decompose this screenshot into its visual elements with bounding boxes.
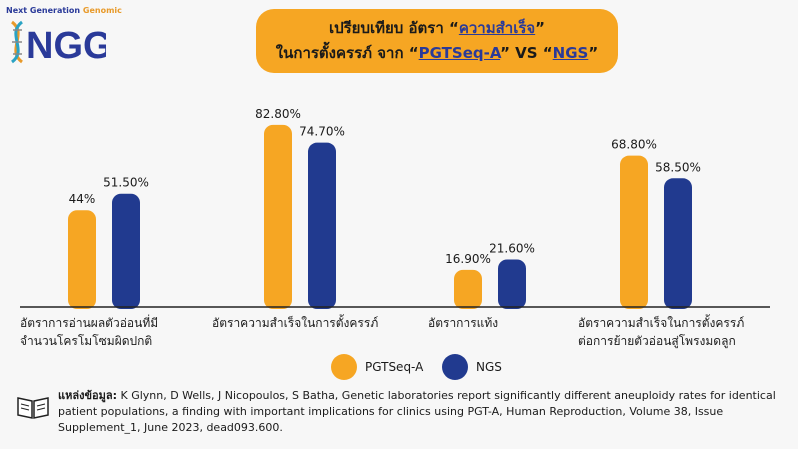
title-text: ” <box>535 19 546 37</box>
logo-tagline-part1: Next Generation <box>6 6 83 15</box>
title-highlight: ความสำเร็จ <box>458 19 536 37</box>
data-label-ngs-0: 51.50% <box>103 176 149 190</box>
legend-swatch-ngs <box>442 354 468 380</box>
category-label-line: อัตราการอ่านผลตัวอ่อนที่มี <box>20 316 159 330</box>
legend-item-ngs: NGS <box>442 354 502 380</box>
legend-label-pgtseq: PGTSeq-A <box>365 360 424 374</box>
bar-pgtseq-3 <box>620 155 648 309</box>
legend-label-ngs: NGS <box>476 360 502 374</box>
data-label-pgtseq-2: 16.90% <box>445 252 491 266</box>
dna-logo-icon: NGG <box>10 20 106 66</box>
category-label-line: อัตราความสำเร็จในการตั้งครรภ์ <box>578 316 745 330</box>
title-line-2: ในการตั้งครรภ์ จาก “PGTSeq-A” VS “NGS” <box>256 41 618 66</box>
logo-tagline: Next Generation Genomic <box>6 6 122 15</box>
logo: Next Generation Genomic NGG <box>6 6 122 66</box>
source-text: K Glynn, D Wells, J Nicopoulos, S Batha,… <box>58 389 776 434</box>
title-text: เปรียบเทียบ อัตรา “ <box>328 19 459 37</box>
category-label-1: อัตราความสำเร็จในการตั้งครรภ์ <box>212 314 378 332</box>
legend-swatch-pgtseq <box>331 354 357 380</box>
category-label-line: จำนวนโครโมโซมผิดปกติ <box>20 334 153 348</box>
source-label: แหล่งข้อมูล: <box>58 389 117 402</box>
data-label-ngs-2: 21.60% <box>489 241 535 255</box>
data-label-pgtseq-0: 44% <box>69 192 96 206</box>
title-text: ในการตั้งครรภ์ จาก “ <box>275 44 419 62</box>
data-label-ngs-1: 74.70% <box>299 125 345 139</box>
book-icon <box>17 397 49 419</box>
chart-title: เปรียบเทียบ อัตรา “ความสำเร็จ” ในการตั้ง… <box>256 9 618 73</box>
data-label-ngs-3: 58.50% <box>655 160 701 174</box>
bar-ngs-2 <box>498 259 526 309</box>
category-label-3: อัตราความสำเร็จในการตั้งครรภ์ต่อการย้ายต… <box>578 314 744 350</box>
category-label-line: อัตราการแท้ง <box>428 316 499 330</box>
title-highlight-ngs: NGS <box>552 44 589 62</box>
title-text: ” VS “ <box>500 44 553 62</box>
legend-item-pgtseq: PGTSeq-A <box>331 354 423 380</box>
title-line-1: เปรียบเทียบ อัตรา “ความสำเร็จ” <box>256 16 618 41</box>
category-label-2: อัตราการแท้ง <box>428 314 498 332</box>
data-label-pgtseq-1: 82.80% <box>255 107 301 121</box>
bar-ngs-3 <box>664 178 692 309</box>
logo-tagline-part2: Genomic <box>82 6 122 15</box>
bar-ngs-1 <box>308 142 336 309</box>
category-label-0: อัตราการอ่านผลตัวอ่อนที่มีจำนวนโครโมโซมผ… <box>20 314 158 350</box>
category-label-line: ต่อการย้ายตัวอ่อนสู่โพรงมดลูก <box>578 334 736 348</box>
category-label-line: อัตราความสำเร็จในการตั้งครรภ์ <box>212 316 379 330</box>
title-text: ” <box>588 44 599 62</box>
logo-letters: NGG <box>26 25 106 66</box>
title-highlight-pgtseq: PGTSeq-A <box>418 44 501 62</box>
bar-pgtseq-2 <box>454 269 482 309</box>
bar-pgtseq-1 <box>264 124 292 309</box>
bar-ngs-0 <box>112 193 140 309</box>
data-label-pgtseq-3: 68.80% <box>611 138 657 152</box>
bar-pgtseq-0 <box>68 210 96 309</box>
source-citation: แหล่งข้อมูล: K Glynn, D Wells, J Nicopou… <box>58 388 793 436</box>
